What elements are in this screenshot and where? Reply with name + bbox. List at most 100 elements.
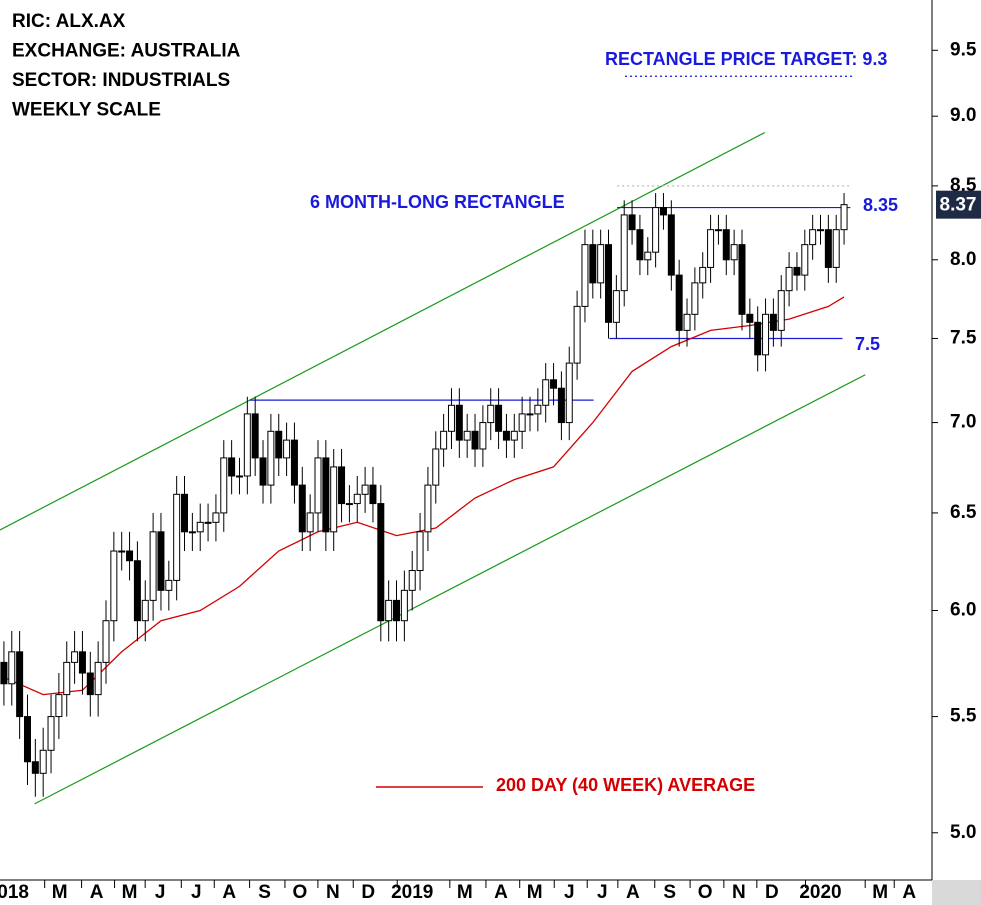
candle-body	[463, 430, 471, 441]
x-tick-label: A	[222, 882, 236, 903]
x-tick-label: M	[52, 882, 68, 903]
y-tick-label: 6.5	[950, 502, 977, 523]
candle-body	[440, 430, 448, 450]
y-tick-label: 9.5	[950, 39, 977, 60]
candle-body	[824, 229, 832, 268]
x-tick-label: A	[90, 882, 104, 903]
candle-body	[644, 251, 652, 261]
x-tick-label: 2019	[391, 882, 433, 903]
candle-body	[251, 413, 259, 459]
candle-body	[118, 550, 126, 553]
candle-body	[393, 599, 401, 622]
candle-body	[377, 503, 385, 622]
candle-body	[55, 694, 63, 718]
axis-corner	[932, 880, 981, 905]
candle-body	[385, 599, 393, 622]
y-tick-label: 8.5	[950, 175, 977, 196]
trend-line	[0, 132, 766, 531]
candle-body	[102, 620, 110, 663]
info-text: SECTOR: INDUSTRIALS	[12, 70, 230, 91]
candle-body	[259, 457, 267, 486]
candle-body	[157, 531, 165, 591]
candle-body	[23, 716, 31, 763]
x-tick-label: S	[258, 882, 271, 903]
candle-body	[722, 229, 730, 261]
candle-body	[581, 244, 589, 307]
candle-body	[94, 661, 102, 696]
trend-line	[34, 374, 866, 805]
annotation: 6 MONTH-LONG RECTANGLE	[310, 192, 565, 212]
candle-body	[408, 570, 416, 591]
candle-body	[510, 430, 518, 441]
candle-body	[196, 521, 204, 533]
candle-body	[707, 229, 715, 268]
x-tick-label: N	[326, 882, 340, 903]
candle-body	[63, 661, 71, 696]
candle-body	[353, 493, 361, 505]
candle-body	[400, 589, 408, 622]
x-tick-label: N	[732, 882, 746, 903]
candle-body	[550, 379, 558, 389]
candle-body	[817, 229, 825, 232]
candle-body	[235, 475, 243, 478]
candle-body	[589, 244, 597, 284]
candle-body	[204, 521, 212, 524]
candle-body	[181, 493, 189, 533]
candle-body	[330, 466, 338, 533]
candle-body	[8, 651, 16, 685]
candle-body	[212, 512, 220, 523]
candle-body	[322, 457, 330, 533]
candle-body	[620, 214, 628, 292]
x-tick-label: M	[457, 882, 473, 903]
y-tick-label: 7.5	[950, 327, 977, 348]
candle-body	[220, 457, 228, 514]
candle-body	[228, 457, 236, 477]
candle-body	[628, 214, 636, 231]
candle-body	[605, 244, 613, 323]
candle-body	[126, 550, 134, 562]
y-tick-label: 9.0	[950, 105, 976, 126]
candle-body	[809, 229, 817, 246]
candle-body	[31, 761, 39, 774]
candle-body	[275, 430, 283, 459]
candle-body	[479, 422, 487, 450]
x-tick-label: M	[122, 882, 138, 903]
x-tick-label: J	[155, 882, 166, 903]
x-tick-label: J	[191, 882, 202, 903]
candle-body	[149, 531, 157, 601]
candle-body	[369, 484, 377, 505]
candle-body	[338, 466, 346, 505]
y-tick-label: 6.0	[950, 600, 976, 621]
annotation: RECTANGLE PRICE TARGET: 9.3	[605, 49, 887, 69]
x-tick-label: 2020	[799, 882, 841, 903]
legend-label: 200 DAY (40 WEEK) AVERAGE	[496, 775, 755, 795]
candle-body	[432, 448, 440, 486]
y-tick-label: 5.5	[950, 706, 977, 727]
candle-body	[636, 229, 644, 261]
candle-body	[526, 413, 534, 416]
candle-body	[730, 244, 738, 261]
candle-body	[424, 484, 432, 533]
info-text: RIC: ALX.AX	[12, 11, 126, 32]
candle-body	[762, 313, 770, 356]
candle-body	[39, 749, 47, 774]
candle-body	[542, 379, 550, 406]
info-text: WEEKLY SCALE	[12, 100, 161, 121]
candle-body	[455, 404, 463, 441]
candle-body	[769, 313, 777, 331]
candle-body	[597, 244, 605, 284]
x-tick-label: A	[902, 882, 916, 903]
last-price-box	[936, 190, 981, 219]
candle-body	[612, 290, 620, 323]
candle-body	[534, 404, 542, 415]
candle-body	[487, 404, 495, 424]
candle-body	[502, 430, 510, 441]
annotation: 7.5	[855, 334, 880, 354]
candle-body	[565, 362, 573, 424]
candle-body	[345, 503, 353, 506]
candle-body	[165, 579, 173, 591]
candle-body	[557, 387, 565, 424]
x-tick-label: D	[361, 882, 375, 903]
